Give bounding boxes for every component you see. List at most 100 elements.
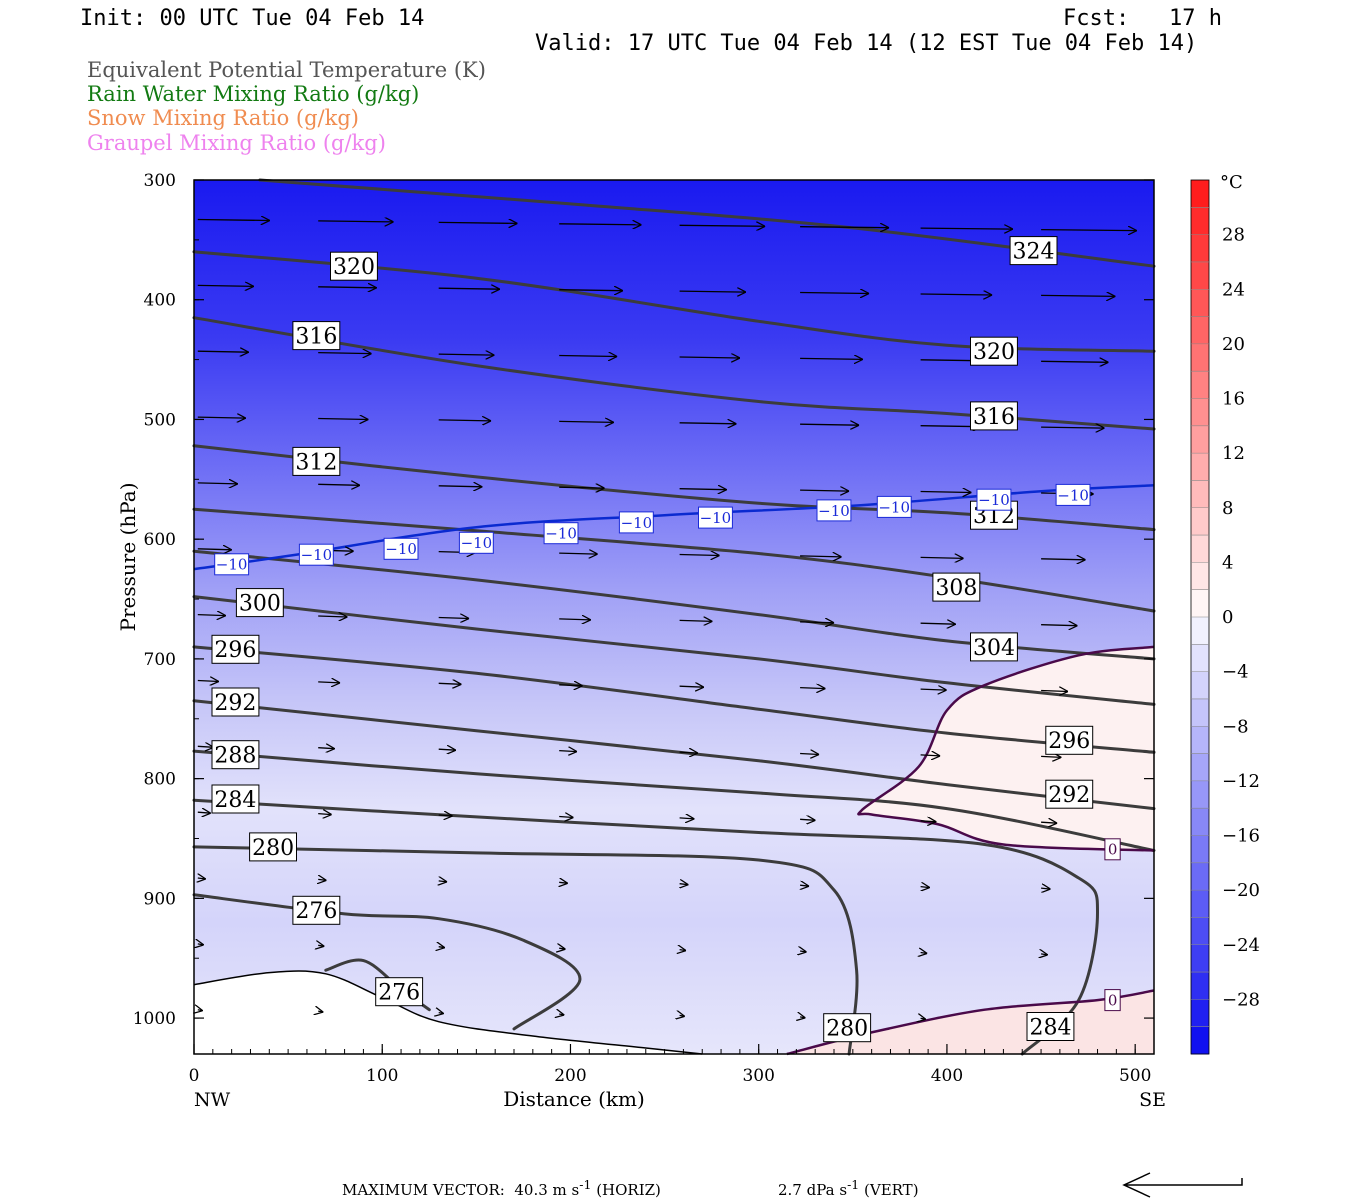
colorbar-tick-label: 8 xyxy=(1222,498,1233,519)
wind-vector xyxy=(198,878,206,879)
contour-labels: 3243203203163163123123083043002962962922… xyxy=(211,236,1121,1043)
wind-vector xyxy=(197,483,238,484)
wind-vector xyxy=(679,357,740,358)
wind-vector xyxy=(438,815,453,816)
wind-vector xyxy=(800,754,819,755)
isotherm-label-box xyxy=(458,531,494,554)
colorbar-band xyxy=(1191,698,1209,727)
vert-vector-exponent: -1 xyxy=(847,1177,860,1192)
colorbar-band xyxy=(1191,207,1209,236)
y-tick-label: 900 xyxy=(144,889,176,909)
isotherm-label-box xyxy=(214,553,250,576)
theta-e-label-box xyxy=(970,336,1018,366)
theta-e-label-box xyxy=(211,687,260,717)
colorbar-tick-label: −24 xyxy=(1222,935,1260,956)
theta-e-label: 296 xyxy=(214,638,256,663)
wind-vector xyxy=(921,887,930,888)
wind-vector xyxy=(197,549,232,550)
isotherm-label: −10 xyxy=(301,546,333,564)
wind-vector xyxy=(559,685,583,686)
theta-e-label-box xyxy=(970,401,1018,431)
colorbar-band xyxy=(1191,671,1209,700)
wind-vector xyxy=(679,489,727,490)
isotherm-label: −10 xyxy=(818,502,850,520)
wind-vector xyxy=(318,287,377,288)
theta-e-label-box xyxy=(932,572,981,602)
colorbar-band xyxy=(1191,180,1209,208)
terrain-fill xyxy=(194,970,703,1054)
theta-e-label-box xyxy=(292,321,341,351)
temperature-shading xyxy=(194,180,1154,1054)
wind-vector xyxy=(800,293,869,294)
shading-field xyxy=(194,180,1154,1054)
wind-vector xyxy=(679,686,704,687)
colorbar-band xyxy=(1191,480,1209,509)
isotherm-label: 0 xyxy=(1108,841,1118,859)
colorbar-tick-label: 28 xyxy=(1222,225,1245,246)
wind-vector xyxy=(198,1010,203,1011)
wind-vector xyxy=(318,1011,323,1012)
isotherm-zero-upper xyxy=(857,645,1155,852)
wind-vector xyxy=(438,288,500,289)
theta-e-label: 312 xyxy=(295,450,337,475)
wind-vector xyxy=(318,616,347,617)
isotherm-label-box xyxy=(1104,838,1121,861)
legend-rain: Rain Water Mixing Ratio (g/kg) xyxy=(87,82,420,106)
theta-e-label: 300 xyxy=(239,592,281,617)
wind-vector xyxy=(679,752,698,753)
wind-vector xyxy=(800,951,807,952)
theta-e-label: 292 xyxy=(214,691,256,716)
colorbar-tick-label: 4 xyxy=(1222,552,1233,573)
colorbar-band xyxy=(1191,753,1209,782)
wind-vector xyxy=(318,221,393,222)
colorbar-band xyxy=(1191,234,1209,263)
theta-e-label: 296 xyxy=(1048,729,1090,754)
wind-vector xyxy=(1041,756,1061,757)
theta-e-label-box xyxy=(235,588,284,618)
colorbar-band xyxy=(1191,289,1209,318)
colorbar-tick-label: −16 xyxy=(1222,826,1260,847)
wind-vector xyxy=(1041,888,1050,889)
wind-vector xyxy=(318,945,324,946)
colorbar-band xyxy=(1191,808,1209,836)
wind-vector xyxy=(800,1017,805,1018)
isotherm-label-box xyxy=(383,537,419,560)
wind-vector xyxy=(679,291,746,292)
axes: 300 400 500 600 700 800 900 1000 0 100 200 300 400 50… xyxy=(116,171,1166,1111)
x-tick-label: 500 xyxy=(1119,1066,1151,1086)
wind-vector xyxy=(1041,295,1115,296)
x-tick-label: 100 xyxy=(366,1066,398,1086)
y-tick-label: 700 xyxy=(144,650,176,670)
colorbar-band xyxy=(1191,780,1209,809)
wind-vector xyxy=(800,227,889,228)
colorbar-band xyxy=(1191,453,1209,481)
colorbar-band xyxy=(1191,562,1209,591)
isotherm-label: −10 xyxy=(1057,486,1089,504)
wind-vector xyxy=(438,354,495,355)
horiz-label: (HORIZ) xyxy=(591,1181,661,1199)
colorbar: 28 24 20 16 12 8 4 0 −4 −8 −12 −16 −20 −24 −28 °C xyxy=(1190,172,1260,1055)
wind-vector xyxy=(800,490,849,491)
isotherm-label: −10 xyxy=(461,534,493,552)
colorbar-band xyxy=(1191,535,1209,563)
colorbar-band xyxy=(1191,371,1209,399)
wind-vector xyxy=(679,818,695,819)
wind-vector xyxy=(438,683,462,684)
colorbar-tick-label: −20 xyxy=(1222,880,1260,901)
theta-e-label: 324 xyxy=(1013,240,1055,265)
y-tick-label: 1000 xyxy=(133,1009,176,1029)
wind-vector xyxy=(439,1013,444,1014)
wind-vector xyxy=(1041,625,1077,626)
theta-e-label: 308 xyxy=(935,576,977,601)
wind-vector xyxy=(559,553,598,554)
wind-vector xyxy=(198,944,204,945)
x-axis-label: Distance (km) xyxy=(503,1087,645,1111)
colorbar-band xyxy=(1191,999,1209,1028)
colorbar-band xyxy=(1191,261,1209,290)
wind-vector xyxy=(318,814,332,815)
wind-vector xyxy=(680,950,686,951)
colorbar-tick-label: 16 xyxy=(1222,389,1245,410)
y-tick-label: 300 xyxy=(144,171,176,191)
isotherm-label-box xyxy=(816,499,852,522)
